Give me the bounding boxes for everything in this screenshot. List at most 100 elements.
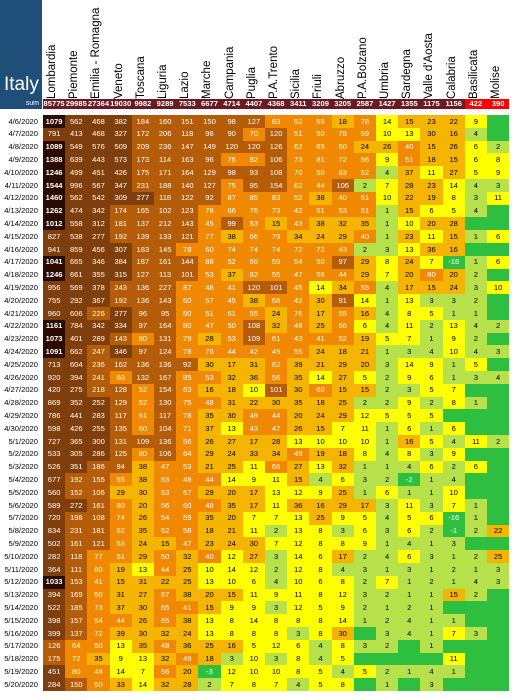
heatmap-cell: 12: [287, 563, 310, 576]
heatmap-cell: 14: [220, 473, 243, 487]
heatmap-cell: 118: [154, 191, 177, 205]
heatmap-cell: 65: [309, 140, 332, 154]
heatmap-cell: 1: [420, 627, 443, 640]
heatmap-cell: 48: [176, 473, 199, 487]
heatmap-cell: 502: [43, 537, 66, 551]
heatmap-cell: 72: [309, 243, 332, 256]
heatmap-cell: 34: [331, 281, 354, 295]
heatmap-cell: 35: [287, 396, 310, 410]
date-label: 5/11/2020: [4, 564, 38, 574]
heatmap-cell: 1: [353, 460, 376, 474]
heatmap-cell: 3: [220, 652, 243, 666]
heatmap-cell: 49: [265, 345, 288, 359]
heatmap-cell: 236: [87, 358, 110, 371]
heatmap-cell: 78: [353, 115, 376, 128]
heatmap-cell: 25: [176, 575, 199, 589]
heatmap-cell: 6: [464, 153, 487, 167]
heatmap-cell: 127: [242, 115, 265, 128]
heatmap-cell: 44: [109, 614, 132, 627]
heatmap-cell: 22: [442, 115, 465, 128]
heatmap-cell: 118: [176, 127, 199, 141]
heatmap-cell: 5: [309, 665, 332, 679]
heatmap-cell: 3: [420, 447, 443, 461]
heatmap-cell: 13: [398, 127, 421, 141]
sum-row: [43, 99, 510, 109]
heatmap-cell: 31: [220, 396, 243, 410]
heatmap-cell: 15: [420, 140, 443, 154]
heatmap-cell: 56: [176, 435, 199, 448]
heatmap-cell: 120: [242, 281, 265, 295]
heatmap-cell: 92: [198, 191, 221, 205]
heatmap-cell: [442, 639, 465, 653]
heatmap-cell: [464, 665, 487, 679]
heatmap-cell: 11: [398, 499, 421, 512]
heatmap-cell: 117: [109, 409, 132, 423]
heatmap-cell: 1: [420, 601, 443, 615]
heatmap-cell: 29: [109, 486, 132, 499]
sum-value: 6677: [201, 99, 218, 109]
heatmap-cell: 52: [220, 255, 243, 269]
heatmap-cell: 25: [331, 396, 354, 410]
heatmap-cell: 9: [487, 166, 510, 179]
heatmap-cell: 6: [331, 473, 354, 487]
heatmap-cell: 14: [331, 614, 354, 627]
heatmap-cell: 236: [154, 140, 177, 154]
heatmap-cell: 12: [287, 537, 310, 551]
heatmap-cell: 49: [176, 652, 199, 666]
heatmap-cell: 567: [87, 179, 110, 192]
heatmap-cell: 21: [198, 460, 221, 474]
heatmap-cell: 188: [154, 179, 177, 192]
heatmap-cell: 3: [398, 383, 421, 397]
heatmap-cell: 13: [398, 294, 421, 307]
heatmap-cell: 15: [109, 575, 132, 589]
heatmap-cell: [464, 486, 487, 499]
heatmap-cell: 451: [87, 166, 110, 179]
heatmap-cell: [487, 499, 510, 512]
heatmap-cell: 122: [176, 191, 199, 205]
heatmap-cell: 85: [176, 371, 199, 384]
heatmap-cell: 37: [109, 601, 132, 615]
heatmap-cell: 6: [398, 550, 421, 563]
heatmap-cell: 55: [242, 307, 265, 320]
heatmap-cell: 3: [464, 281, 487, 295]
heatmap-cell: 30: [265, 396, 288, 410]
heatmap-cell: 8: [265, 627, 288, 640]
heatmap-cell: 292: [65, 294, 88, 307]
heatmap-cell: 106: [154, 447, 177, 461]
heatmap-cell: 25: [309, 319, 332, 333]
date-label: 5/12/2020: [4, 577, 38, 587]
heatmap-cell: 9: [309, 486, 332, 499]
heatmap-cell: 160: [154, 115, 177, 128]
heatmap-cell: [353, 652, 376, 666]
heatmap-cell: 35: [131, 639, 154, 653]
heatmap-cell: 32: [220, 371, 243, 384]
heatmap-cell: 66: [242, 230, 265, 243]
heatmap-cell: [487, 601, 510, 615]
heatmap-cell: 15: [398, 115, 421, 128]
heatmap-cell: 9: [442, 447, 465, 461]
heatmap-cell: 560: [43, 486, 66, 499]
heatmap-cell: 161: [154, 255, 177, 269]
heatmap-cell: 38: [242, 294, 265, 307]
region-header: Sardegna: [401, 49, 414, 99]
heatmap-cell: 1: [464, 511, 487, 525]
heatmap-cell: 34: [265, 447, 288, 461]
date-label: 4/17/2020: [4, 257, 38, 267]
heatmap-cell: 786: [43, 409, 66, 423]
heatmap-cell: 108: [265, 166, 288, 179]
heatmap-cell: 2: [353, 396, 376, 410]
heatmap-cell: [398, 678, 421, 691]
heatmap-cell: 1: [376, 294, 399, 307]
heatmap-cell: 120: [265, 127, 288, 141]
heatmap-cell: -18: [442, 255, 465, 269]
heatmap-cell: 66: [154, 665, 177, 679]
heatmap-cell: 174: [109, 204, 132, 218]
heatmap-cell: 11: [420, 230, 443, 243]
heatmap-cell: 727: [43, 435, 66, 448]
heatmap-cell: 25: [331, 486, 354, 499]
heatmap-cell: 2: [353, 179, 376, 192]
heatmap-cell: 558: [65, 217, 88, 231]
heatmap-cell: 19: [420, 191, 443, 205]
heatmap-cell: [442, 601, 465, 615]
sum-value: 390: [487, 99, 510, 109]
